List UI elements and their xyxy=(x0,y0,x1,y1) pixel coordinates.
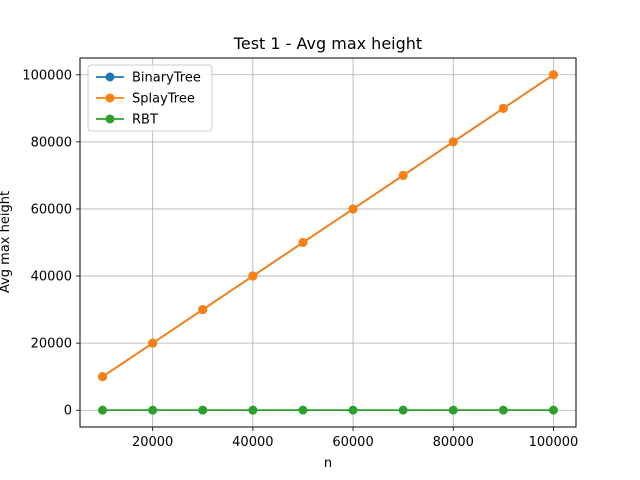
y-tick-label: 40000 xyxy=(31,270,72,285)
x-tick-label: 20000 xyxy=(132,435,173,450)
chart-title: Test 1 - Avg max height xyxy=(233,34,422,53)
legend-item-rbt: RBT xyxy=(96,113,158,128)
x-axis-ticks: 20000 40000 60000 80000 100000 xyxy=(132,427,578,450)
x-tick-label: 100000 xyxy=(529,435,579,450)
data-point-splaytree xyxy=(298,238,308,247)
data-point-rbt xyxy=(498,405,508,415)
y-tick-label: 100000 xyxy=(22,68,72,83)
data-point-splaytree xyxy=(548,70,558,80)
y-axis-ticks: 0 20000 40000 60000 80000 100000 xyxy=(22,68,80,419)
data-point-splaytree xyxy=(98,372,108,382)
legend-items: BinaryTree SplayTree RBT xyxy=(96,71,201,128)
data-point-rbt xyxy=(298,405,308,415)
data-point-rbt xyxy=(98,405,108,415)
data-point-splaytree xyxy=(448,137,458,147)
data-point-rbt xyxy=(198,405,208,415)
data-point-rbt xyxy=(448,405,458,415)
x-tick-label: 40000 xyxy=(232,435,273,450)
legend-label-rbt: RBT xyxy=(132,113,158,128)
y-tick-label: 80000 xyxy=(31,135,72,150)
x-tick-label: 80000 xyxy=(433,435,474,450)
legend-marker-rbt xyxy=(105,114,115,124)
legend-item-binarytree: BinaryTree xyxy=(96,71,201,86)
data-point-splaytree xyxy=(148,338,158,348)
data-point-splaytree xyxy=(398,170,408,180)
series-line-splaytree xyxy=(102,74,554,378)
data-point-rbt xyxy=(248,405,258,415)
data-point-splaytree xyxy=(498,103,508,113)
legend-label-splaytree: SplayTree xyxy=(132,92,195,107)
grid-lines xyxy=(80,58,576,427)
series-rbt xyxy=(98,405,558,415)
data-point-rbt xyxy=(548,405,558,415)
plot-frame xyxy=(79,57,577,428)
y-axis-label: Avg max height xyxy=(0,191,13,293)
legend-label-binarytree: BinaryTree xyxy=(132,71,201,86)
legend-box xyxy=(87,64,213,132)
x-axis-label: n xyxy=(324,456,332,471)
y-tick-label: 0 xyxy=(64,404,72,419)
data-point-rbt xyxy=(398,405,408,415)
legend-marker-binarytree xyxy=(105,72,115,82)
y-tick-label: 60000 xyxy=(31,202,72,217)
y-tick-label: 20000 xyxy=(31,337,72,352)
data-point-splaytree xyxy=(348,204,358,214)
legend-item-splaytree: SplayTree xyxy=(96,92,195,107)
data-point-rbt xyxy=(148,405,158,415)
legend: BinaryTree SplayTree RBT xyxy=(87,64,213,132)
x-tick-label: 60000 xyxy=(332,435,373,450)
data-point-splaytree xyxy=(198,305,208,315)
series-splaytree xyxy=(98,70,558,382)
data-point-rbt xyxy=(348,405,358,415)
data-point-splaytree xyxy=(248,271,258,281)
legend-marker-splaytree xyxy=(105,93,115,103)
series-layer xyxy=(98,70,558,415)
